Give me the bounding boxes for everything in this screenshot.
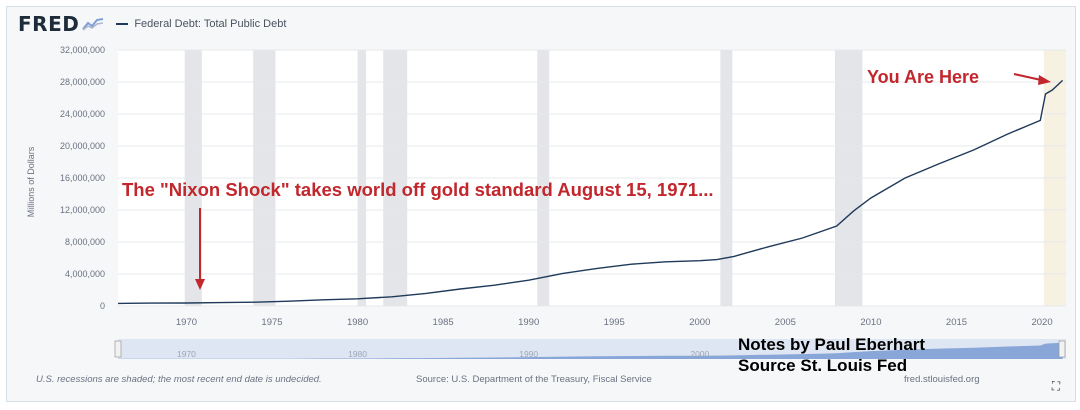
series-line-total-public-debt: [117, 79, 1064, 305]
navigator-left-handle[interactable]: [114, 340, 122, 358]
x-tick-label: 2005: [775, 317, 796, 328]
fred-logo-icon: [82, 18, 104, 31]
x-tick-label: 1970: [176, 317, 197, 328]
nixon-arrow-head: [195, 279, 205, 290]
x-tick-label: 2000: [689, 317, 710, 328]
navigator-tick-label: 1970: [177, 349, 196, 359]
y-tick-label: 4,000,000: [65, 269, 105, 279]
source-note: Source: U.S. Department of the Treasury,…: [416, 374, 652, 385]
legend-label: Federal Debt: Total Public Debt: [134, 18, 287, 30]
x-tick-label: 1985: [433, 317, 454, 328]
y-tick-label: 0: [100, 301, 105, 311]
notes-overlay: Notes by Paul Eberhart Source St. Louis …: [738, 334, 925, 376]
x-tick-label: 2010: [860, 317, 881, 328]
notes-author: Notes by Paul Eberhart: [738, 335, 926, 354]
recessions-note: U.S. recessions are shaded; the most rec…: [36, 374, 322, 385]
nixon-annotation: The "Nixon Shock" takes world off gold s…: [122, 179, 714, 290]
y-axis-label: Millions of Dollars: [26, 146, 36, 217]
x-tick-label: 2015: [946, 317, 967, 328]
y-tick-label: 12,000,000: [60, 205, 105, 215]
you-are-here-arrow-head: [1038, 75, 1051, 85]
expand-icon[interactable]: ⛶: [1051, 379, 1061, 393]
y-tick-label: 24,000,000: [60, 109, 105, 119]
y-tick-label: 16,000,000: [60, 173, 105, 183]
navigator-right-handle[interactable]: [1058, 340, 1066, 358]
y-tick-label: 20,000,000: [60, 141, 105, 151]
navigator-tick-label: 2000: [690, 349, 709, 359]
notes-source: Source St. Louis Fed: [738, 356, 908, 375]
you-are-here-arrow: [1013, 73, 1042, 81]
fred-logo[interactable]: FRED: [18, 12, 80, 36]
y-tick-label: 28,000,000: [60, 77, 105, 87]
y-tick-label: 32,000,000: [60, 45, 105, 55]
x-tick-label: 2020: [1031, 317, 1052, 328]
site-link[interactable]: fred.stlouisfed.org: [904, 374, 980, 385]
you-are-here-text: You Are Here: [867, 67, 979, 87]
y-tick-label: 8,000,000: [65, 237, 105, 247]
x-tick-label: 1995: [604, 317, 625, 328]
x-tick-label: 1980: [347, 317, 368, 328]
navigator-tick-label: 1980: [348, 349, 367, 359]
navigator-series-area: [118, 342, 1063, 359]
chart-legend: Federal Debt: Total Public Debt: [116, 18, 286, 30]
x-tick-label: 1990: [518, 317, 539, 328]
x-tick-label: 1975: [261, 317, 282, 328]
navigator[interactable]: 1970 1980 1990 2000: [114, 339, 1066, 359]
chart-header: FRED Federal Debt: Total Public Debt: [18, 10, 286, 38]
nixon-annotation-text: The "Nixon Shock" takes world off gold s…: [122, 179, 714, 200]
legend-swatch: [116, 23, 129, 25]
you-are-here-annotation: You Are Here: [867, 67, 1051, 87]
navigator-tick-label: 1990: [519, 349, 538, 359]
